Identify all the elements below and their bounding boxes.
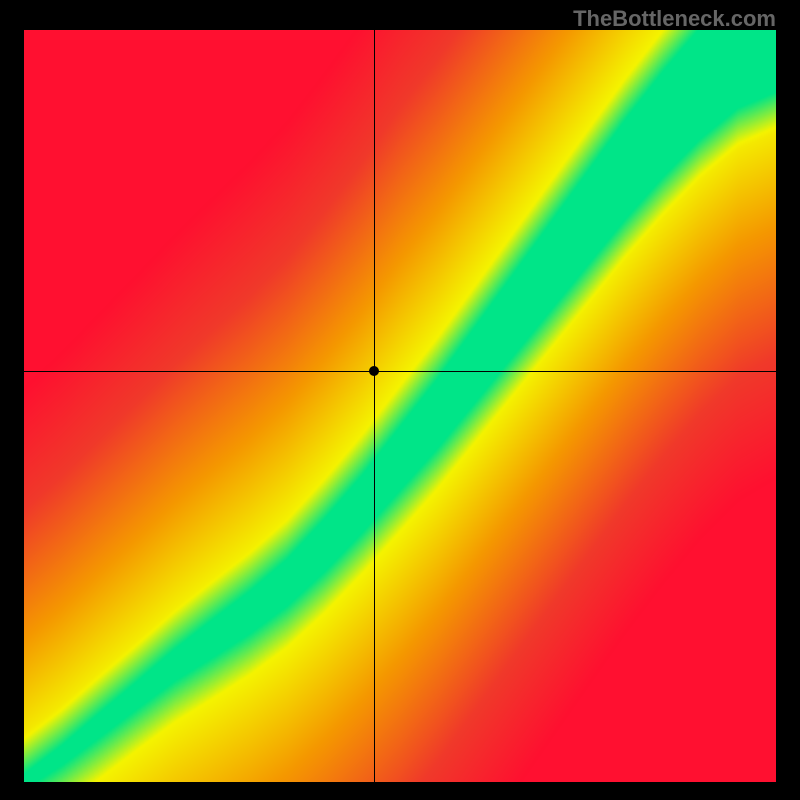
crosshair-vertical	[374, 30, 375, 782]
heatmap-plot	[24, 30, 776, 782]
selection-marker	[369, 366, 379, 376]
crosshair-horizontal	[24, 371, 776, 372]
watermark-text: TheBottleneck.com	[573, 6, 776, 32]
heatmap-canvas	[24, 30, 776, 782]
